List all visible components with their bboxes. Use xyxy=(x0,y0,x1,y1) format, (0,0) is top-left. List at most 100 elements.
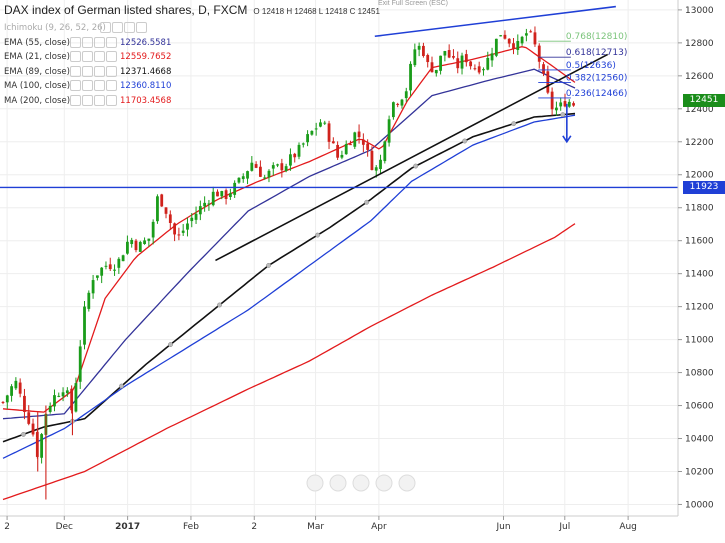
ma-line xyxy=(2,112,576,443)
candle-body xyxy=(156,196,159,222)
fib-level-label: 0.618(12713) xyxy=(566,48,627,58)
candle-body xyxy=(507,38,511,44)
indicator-row[interactable]: Ichimoku (9, 26, 52, 26) xyxy=(4,22,150,36)
navigation-controls[interactable] xyxy=(306,474,416,492)
ema-marker xyxy=(462,138,468,144)
indicator-row[interactable]: EMA (21, close) 12559.7652 xyxy=(4,51,171,65)
indicator-control-icon[interactable] xyxy=(106,36,117,48)
indicator-row[interactable]: EMA (89, close) 12371.4668 xyxy=(4,65,171,80)
indicator-control-icon[interactable] xyxy=(106,51,117,63)
indicator-row[interactable]: EMA (55, close) 12526.5581 xyxy=(4,36,172,51)
ema-marker xyxy=(119,383,124,389)
zoom-in-icon[interactable] xyxy=(329,474,347,492)
indicator-control-icon[interactable] xyxy=(70,95,81,106)
x-tick-label: 2017 xyxy=(115,522,140,532)
indicator-control-icon[interactable] xyxy=(124,22,135,33)
ma-line xyxy=(2,114,576,459)
trendline[interactable] xyxy=(215,53,609,262)
candle-body xyxy=(443,51,447,56)
scroll-right-icon[interactable] xyxy=(375,474,393,492)
indicator-control-icon[interactable] xyxy=(106,95,117,106)
indicator-control-icon[interactable] xyxy=(82,36,93,48)
exit-fullscreen-button[interactable]: Exit Full Screen (ESC) xyxy=(378,0,449,7)
candle-body xyxy=(237,177,241,183)
candle-body xyxy=(357,131,361,138)
indicator-control-icon[interactable] xyxy=(94,80,105,92)
candle-body xyxy=(83,306,86,345)
indicator-controls[interactable] xyxy=(70,80,118,92)
go-to-realtime-icon[interactable] xyxy=(398,474,416,492)
candle-body xyxy=(460,55,464,69)
indicator-control-icon[interactable] xyxy=(94,65,105,77)
candle-body xyxy=(121,255,125,262)
candle-body xyxy=(70,388,74,411)
indicator-control-icon[interactable] xyxy=(112,22,123,33)
candle-body xyxy=(426,55,430,63)
candle-body xyxy=(57,395,61,397)
candle-body xyxy=(520,36,524,44)
indicator-label: Ichimoku (9, 26, 52, 26) xyxy=(4,23,106,33)
candle-body xyxy=(314,128,318,130)
indicator-control-icon[interactable] xyxy=(82,80,93,92)
candle-body xyxy=(374,167,378,171)
indicator-control-icon[interactable] xyxy=(100,22,111,33)
reset-icon[interactable] xyxy=(352,474,370,492)
candle-body xyxy=(469,61,473,67)
candle-body xyxy=(87,292,91,309)
ema-marker xyxy=(413,163,419,169)
candle-body xyxy=(323,122,327,124)
indicator-control-icon[interactable] xyxy=(82,65,93,77)
indicator-control-icon[interactable] xyxy=(82,51,93,63)
indicator-controls[interactable] xyxy=(70,95,118,106)
candle-body xyxy=(434,69,438,74)
indicator-row[interactable]: MA (100, close) 12360.8110 xyxy=(4,80,171,94)
indicator-control-icon[interactable] xyxy=(70,65,81,77)
candle-body xyxy=(512,43,515,49)
candle-body xyxy=(361,139,365,145)
indicator-controls[interactable] xyxy=(70,65,118,77)
candle-body xyxy=(464,54,468,63)
candle-body xyxy=(271,165,275,169)
candle-body xyxy=(40,434,44,458)
candle-body xyxy=(134,240,138,251)
candle-body xyxy=(447,50,451,58)
fib-level-label: 0.768(12810) xyxy=(566,32,627,42)
indicator-control-icon[interactable] xyxy=(106,80,117,92)
indicator-control-icon[interactable] xyxy=(94,95,105,106)
ema-marker xyxy=(20,431,26,437)
fib-level-label: 0.382(12560) xyxy=(566,73,627,83)
indicator-row[interactable]: MA (200, close) 11703.4568 xyxy=(4,95,171,109)
indicator-control-icon[interactable] xyxy=(136,22,147,33)
trendline[interactable] xyxy=(374,5,616,38)
candle-body xyxy=(413,49,417,66)
indicator-control-icon[interactable] xyxy=(70,51,81,63)
indicator-control-icon[interactable] xyxy=(82,95,93,106)
indicator-control-icon[interactable] xyxy=(70,36,81,48)
candle-body xyxy=(366,143,370,150)
indicator-controls[interactable] xyxy=(70,51,118,63)
candle-body xyxy=(233,182,237,195)
candle-body xyxy=(456,58,460,69)
ema-marker xyxy=(560,112,566,118)
y-tick-label: 13000 xyxy=(685,6,714,16)
candle-body xyxy=(319,122,322,127)
candle-body xyxy=(422,45,425,56)
indicator-controls[interactable] xyxy=(100,22,148,33)
candle-body xyxy=(100,267,104,276)
indicator-control-icon[interactable] xyxy=(106,65,117,77)
ma-line xyxy=(2,223,576,501)
indicator-value: 12526.5581 xyxy=(120,37,172,48)
indicator-control-icon[interactable] xyxy=(94,51,105,63)
fibonacci-levels: 0.768(12810) 0.618(12713) 0.5(12636) 0.382(… xyxy=(538,32,627,99)
candle-body xyxy=(387,119,391,143)
candle-body xyxy=(5,395,9,403)
indicator-control-icon[interactable] xyxy=(94,36,105,48)
candle-body xyxy=(190,217,194,222)
indicator-control-icon[interactable] xyxy=(70,80,81,92)
candle-body xyxy=(349,144,352,146)
zoom-out-icon[interactable] xyxy=(306,474,324,492)
candle-body xyxy=(18,382,22,394)
ema-marker xyxy=(364,199,370,205)
indicator-controls[interactable] xyxy=(70,36,118,48)
